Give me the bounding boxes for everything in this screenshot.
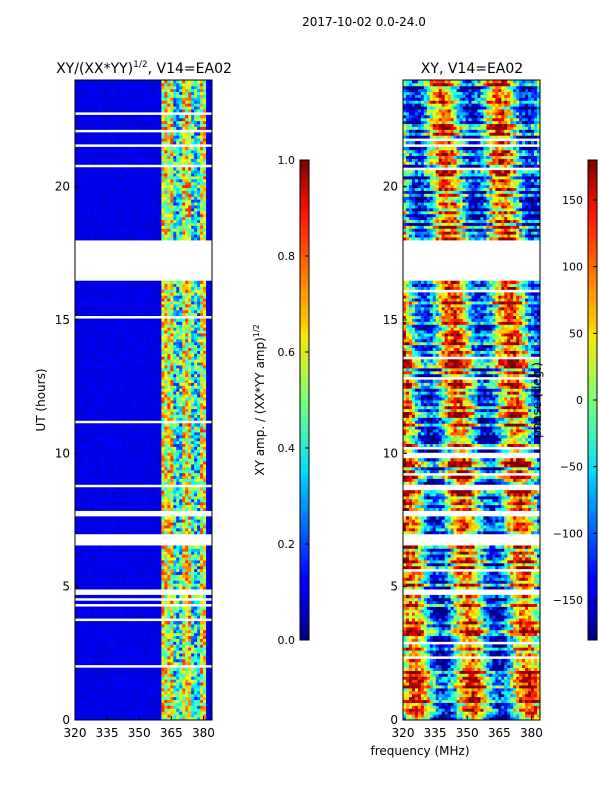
amplitude-xtick-label: 335 [96,726,119,740]
phase-colorbar-tick-label: −50 [560,461,583,474]
amplitude-colorbar-tick-label: 0.4 [278,442,296,455]
amplitude-colorbar-label: XY amp. / (XX*YY amp)1/2 [252,324,267,475]
phase-colorbar: −150 −100 −50 0 50 100 150 phase (deg.) [530,159,598,641]
phase-axes-frame [402,79,541,721]
amplitude-axes-frame [74,79,213,721]
phase-xtick-label: 380 [520,726,543,740]
amplitude-ytick-label: 10 [55,446,70,460]
phase-xtick-label: 350 [456,726,479,740]
amplitude-colorbar-tick-label: 0.2 [278,538,296,551]
phase-xtick-label: 335 [424,726,447,740]
phase-ytick-label: 5 [390,580,398,594]
amplitude-colorbar: 0.0 0.2 0.4 0.6 0.8 1.0 XY amp. / (XX*YY amp)… [252,154,310,647]
amplitude-colorbar-gradient [299,159,310,641]
amplitude-xtick-label: 365 [160,726,183,740]
amplitude-colorbar-tick-label: 0.8 [278,250,296,263]
amplitude-colorbar-tick-label: 0.6 [278,346,296,359]
amplitude-axes: 320 335 350 365 380 0 5 10 15 20 [55,180,215,740]
phase-colorbar-tick-label: 100 [562,261,583,274]
phase-xtick-label: 365 [488,726,511,740]
phase-colorbar-tick-label: −150 [553,594,583,607]
phase-colorbar-tick-label: 0 [576,394,583,407]
phase-axes: 320 335 350 365 380 0 5 10 15 20 [383,180,543,740]
amplitude-heatmap [75,80,212,720]
phase-heatmap [403,80,540,720]
amplitude-xtick-label: 350 [128,726,151,740]
amplitude-colorbar-tick-label: 1.0 [278,154,296,167]
phase-xtick-label: 320 [392,726,415,740]
amplitude-panel: XY/(XX*YY)1/2, V14=EA02 320 335 350 365 380 0… [34,60,232,740]
phase-colorbar-tick-label: −100 [553,527,583,540]
phase-panel: XY, V14=EA02 320 335 350 365 380 0 5 10 15 20 [383,61,543,740]
figure-suptitle: 2017-10-02 0.0-24.0 [302,15,426,29]
phase-ytick-label: 20 [383,180,398,194]
phase-colorbar-label: phase (deg.) [530,362,544,438]
amplitude-xtick-label: 380 [192,726,215,740]
phase-ytick-label: 10 [383,446,398,460]
phase-ytick-label: 15 [383,313,398,327]
amplitude-ytick-label: 0 [62,713,70,727]
amplitude-ytick-label: 15 [55,313,70,327]
amplitude-title: XY/(XX*YY)1/2, V14=EA02 [56,60,232,77]
phase-colorbar-ticks: −150 −100 −50 0 50 100 150 [553,194,597,607]
amplitude-xtick-label: 320 [64,726,87,740]
amplitude-colorbar-tick-label: 0.0 [278,634,296,647]
amplitude-ytick-label: 20 [55,180,70,194]
amplitude-ylabel: UT (hours) [34,368,48,431]
amplitude-colorbar-ticks: 0.0 0.2 0.4 0.6 0.8 1.0 [278,154,309,647]
phase-title: XY, V14=EA02 [421,61,523,77]
phase-colorbar-tick-label: 50 [569,327,583,340]
phase-ytick-label: 0 [390,713,398,727]
amplitude-ytick-label: 5 [62,580,70,594]
shared-xlabel: frequency (MHz) [370,744,469,758]
phase-colorbar-tick-label: 150 [562,194,583,207]
